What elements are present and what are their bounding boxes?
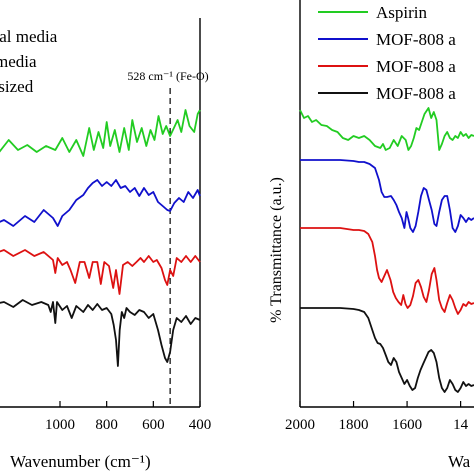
panel-right-x-tick-label: 14 xyxy=(453,417,469,433)
panel-left-series-3-line xyxy=(0,249,201,295)
panel-left-x-tick-label: 400 xyxy=(189,417,212,433)
panel-left-x-tick-label: 800 xyxy=(95,417,118,433)
panel-left-series-1-line xyxy=(0,109,201,157)
panel-left-x-tick-label: 1000 xyxy=(45,417,75,433)
panel-right-legend-label: Aspirin xyxy=(376,3,428,22)
panel-right-x-axis-label: Wa xyxy=(448,452,471,471)
panel-left-legend-label: ...nal media xyxy=(0,27,58,46)
panel-right-legend-label: MOF-808 a xyxy=(376,30,456,49)
panel-right-legend-label: MOF-808 a xyxy=(376,84,456,103)
panel-left-x-axis-label: Wavenumber (cm⁻¹) xyxy=(10,452,151,471)
panel-right-series-4-line xyxy=(300,307,474,393)
panel-right-series-3-line xyxy=(300,227,474,315)
panel-left-legend-label: ... media xyxy=(0,52,37,71)
panel-right-x-tick-label: 1600 xyxy=(392,417,422,433)
panel-right-series-2-line xyxy=(300,159,474,233)
panel-right-x-tick-label: 2000 xyxy=(285,417,315,433)
panel-right-y-axis-label: % Transmittance (a.u.) xyxy=(268,177,285,323)
panel-right-series-1-line xyxy=(299,107,474,151)
panel-left-x-tick-label: 600 xyxy=(142,417,165,433)
panel-left-series-2-line xyxy=(0,179,201,227)
panel-right: 2000 1800 1600 14 Wa % Transmittance (a.u.) As… xyxy=(268,0,474,471)
panel-left: 1000 800 600 400 Wavenumber (cm⁻¹) ...nal med… xyxy=(0,18,211,471)
panel-right-x-tick-label: 1800 xyxy=(339,417,369,433)
panel-left-legend-label: ...esized xyxy=(0,77,34,96)
panel-right-legend-label: MOF-808 a xyxy=(376,57,456,76)
panel-left-series-4-line xyxy=(0,299,201,367)
panel-left-annotation-label: 528 cm⁻¹ (Fe-O) xyxy=(127,69,208,83)
